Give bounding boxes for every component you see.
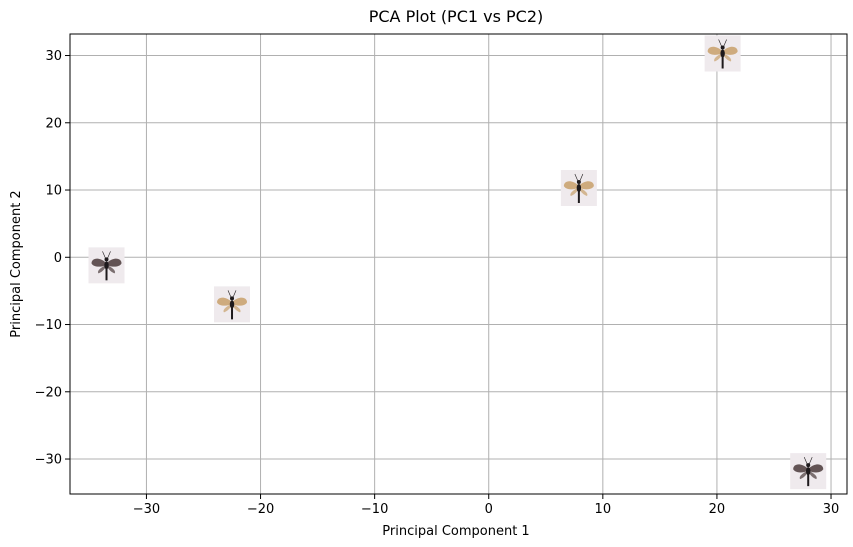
insect-abdomen	[721, 56, 724, 69]
wing-right	[809, 464, 824, 473]
antenna-left	[227, 290, 232, 298]
grid	[70, 34, 847, 494]
antenna-left	[718, 39, 722, 47]
wing-right	[579, 181, 594, 190]
insect-abdomen	[231, 307, 234, 320]
points	[88, 35, 827, 490]
y-axis-ticks: −30 −20 −10 0 10 20 30	[35, 49, 70, 468]
insect-thorax	[806, 467, 811, 476]
hindwing-right	[579, 188, 588, 197]
wing-right	[723, 46, 738, 55]
hindwing-right	[107, 265, 116, 274]
hindwing-left	[97, 265, 106, 274]
antenna-left	[574, 173, 579, 182]
hindwing-left	[570, 188, 578, 197]
x-tick-label: 0	[485, 502, 493, 517]
hindwing-right	[233, 304, 241, 313]
insect-thorax	[576, 184, 582, 193]
x-tick-label: −20	[247, 502, 274, 517]
plot-frame	[69, 33, 848, 495]
wing-left	[217, 297, 232, 306]
x-tick-label: −10	[361, 502, 388, 517]
antenna-right	[579, 173, 584, 182]
y-tick-label: −20	[35, 385, 62, 400]
hindwing-right	[809, 471, 817, 480]
insect-thorax	[104, 261, 109, 270]
y-tick-label: −10	[35, 318, 62, 333]
insect-abdomen	[807, 474, 810, 487]
chart-title: PCA Plot (PC1 vs PC2)	[369, 7, 544, 26]
x-tick-label: 10	[595, 502, 612, 517]
wing-left	[563, 181, 578, 190]
hindwing-left	[799, 471, 808, 480]
hindwing-left	[223, 304, 232, 313]
x-axis-label: Principal Component 1	[382, 524, 529, 539]
y-tick-label: −30	[35, 453, 62, 468]
wing-left	[707, 46, 722, 55]
antenna-right	[723, 39, 727, 47]
wing-left	[793, 464, 808, 473]
y-tick-label: 30	[45, 49, 62, 64]
data-point-3	[560, 170, 597, 207]
y-axis-label: Principal Component 2	[9, 190, 24, 337]
data-point-1	[88, 247, 125, 284]
x-tick-label: −30	[133, 502, 160, 517]
y-tick-label: 10	[45, 184, 62, 199]
wing-right	[107, 258, 122, 267]
insect-abdomen	[105, 268, 108, 281]
data-point-2	[214, 286, 251, 323]
hindwing-left	[714, 53, 722, 62]
x-axis-ticks: −30 −20 −10 0 10 20 30	[133, 494, 840, 517]
insect-abdomen	[577, 191, 580, 204]
wing-left	[91, 258, 106, 267]
antenna-left	[803, 457, 808, 465]
antenna-left	[102, 251, 106, 259]
insect-thorax	[720, 49, 725, 58]
x-tick-label: 30	[823, 502, 840, 517]
antenna-right	[232, 290, 237, 298]
insect-thorax	[229, 300, 235, 309]
y-tick-label: 20	[45, 116, 62, 131]
x-tick-label: 20	[709, 502, 726, 517]
data-point-4	[704, 35, 741, 72]
antenna-right	[107, 251, 111, 259]
y-tick-label: 0	[54, 251, 62, 266]
wing-right	[233, 297, 248, 306]
data-point-5	[790, 453, 827, 490]
antenna-right	[808, 457, 813, 465]
hindwing-right	[723, 53, 732, 62]
